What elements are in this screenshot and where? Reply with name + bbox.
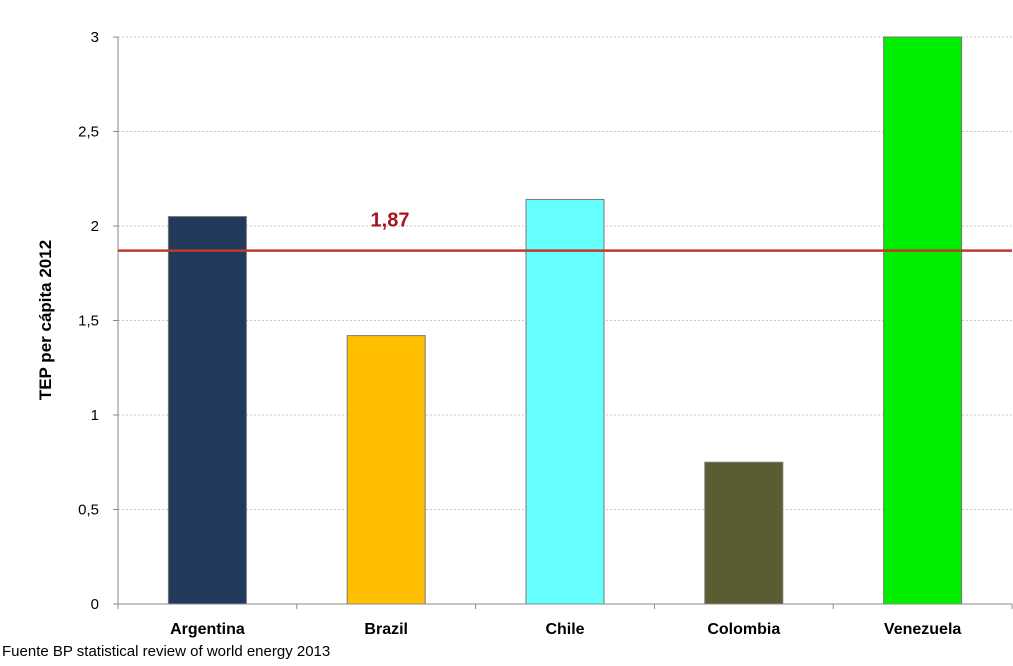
y-tick-labels: 0 0,5 1 1,5 2 2,5 3: [78, 29, 99, 613]
y-tick-label: 1: [91, 407, 99, 424]
bar-chile: [525, 199, 605, 605]
bar-venezuela: [883, 36, 963, 605]
reference-line-label: 1,87: [371, 210, 410, 232]
reference-line-group: 1,87: [118, 210, 1012, 252]
y-tick-label: 1,5: [78, 313, 99, 330]
bar-argentina: [167, 216, 247, 605]
y-tick-label: 2: [91, 218, 99, 235]
x-category-label: Chile: [545, 621, 584, 638]
bar-brazil: [346, 335, 426, 605]
x-category-label: Argentina: [170, 621, 245, 638]
x-category-label: Venezuela: [884, 621, 961, 638]
gridlines: [118, 36, 1012, 510]
x-category-label: Brazil: [364, 621, 408, 638]
y-axis-label: TEP per cápita 2012: [36, 240, 55, 400]
bars: [167, 36, 963, 605]
y-tick-label: 0: [91, 596, 99, 613]
y-tick-label: 0,5: [78, 502, 99, 519]
bar-chart: 0 0,5 1 1,5 2 2,5 3 Argentina Brazil Chile Colomb…: [36, 29, 1013, 638]
source-note: Fuente BP statistical review of world en…: [2, 643, 331, 660]
axes: [113, 36, 1013, 609]
x-category-labels: Argentina Brazil Chile Colombia Venezuela: [170, 621, 961, 638]
bar-colombia: [704, 461, 784, 605]
y-tick-label: 2,5: [78, 124, 99, 141]
x-category-label: Colombia: [707, 621, 780, 638]
y-tick-label: 3: [91, 29, 99, 46]
